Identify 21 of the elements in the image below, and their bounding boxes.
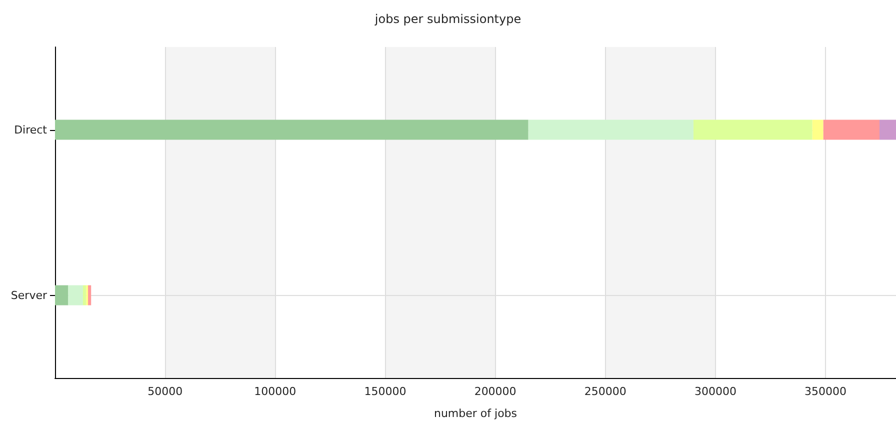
- x-tick-label: 300000: [694, 385, 736, 398]
- bar: [693, 120, 812, 140]
- y-tick-label: Server: [10, 288, 48, 302]
- x-axis-title: number of jobs: [434, 407, 518, 420]
- bar: [55, 285, 68, 306]
- bar: [879, 120, 896, 140]
- bar: [55, 120, 528, 140]
- bar: [812, 120, 824, 140]
- x-tick-label: 350000: [804, 385, 847, 398]
- x-tick-label: 200000: [474, 385, 516, 398]
- chart-title: jobs per submissiontype: [374, 12, 522, 26]
- bar: [528, 120, 694, 140]
- bar: [68, 285, 83, 306]
- bar: [82, 285, 86, 306]
- x-tick-label: 150000: [364, 385, 406, 398]
- y-tick-label: Direct: [14, 123, 48, 136]
- x-tick-label: 100000: [254, 385, 296, 398]
- bar: [88, 285, 92, 306]
- x-tick-label: 50000: [148, 385, 183, 398]
- x-tick-label: 250000: [584, 385, 626, 398]
- bar: [823, 120, 880, 140]
